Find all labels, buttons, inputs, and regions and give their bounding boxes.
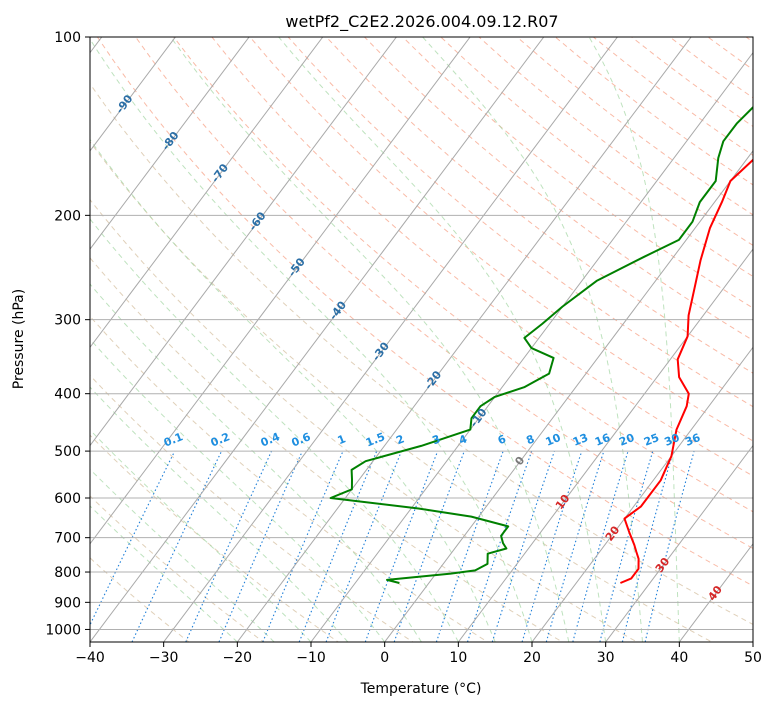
isotherm bbox=[90, 37, 545, 642]
profile-lines bbox=[329, 105, 753, 584]
isotherm bbox=[236, 37, 692, 642]
mixing-ratio-label: 25 bbox=[642, 431, 661, 449]
y-tick-label: 500 bbox=[54, 444, 81, 460]
isotherm bbox=[678, 542, 753, 642]
moist-adiabat bbox=[90, 429, 312, 642]
mixing-ratio-line bbox=[621, 450, 674, 642]
x-tick-label: 0 bbox=[380, 650, 389, 666]
mixing-ratio-line bbox=[521, 450, 583, 642]
mixing-ratio-line bbox=[466, 450, 533, 642]
mixing-ratio-line bbox=[298, 450, 378, 642]
y-tick-label: 600 bbox=[54, 491, 81, 507]
x-tick-label: 10 bbox=[449, 650, 467, 666]
dry-adiabat bbox=[287, 37, 753, 408]
x-tick-label: 50 bbox=[744, 650, 762, 666]
x-tick-label: −40 bbox=[75, 650, 105, 666]
mixing-ratio-line bbox=[262, 450, 344, 642]
isotherm bbox=[90, 37, 471, 545]
x-axis: −40 −30 −20 −10 0 10 20 30 40 50 bbox=[75, 642, 762, 666]
moist-adiabat bbox=[588, 37, 680, 642]
mixing-ratio-line bbox=[572, 450, 629, 642]
temperature-profile bbox=[620, 158, 753, 584]
moist-adiabat bbox=[90, 218, 459, 642]
mixing-ratio-label: 2 bbox=[394, 432, 406, 447]
isotherm bbox=[310, 51, 753, 642]
mixing-ratio-line bbox=[599, 450, 654, 642]
y-tick-label: 1000 bbox=[45, 622, 81, 638]
y-tick-label: 800 bbox=[54, 565, 81, 581]
moist-adiabat bbox=[90, 468, 275, 642]
mixing-ratio-label: 16 bbox=[593, 431, 612, 449]
isotherm bbox=[531, 346, 753, 642]
y-axis-label: Pressure (hPa) bbox=[11, 289, 27, 389]
x-tick-label: −10 bbox=[296, 650, 326, 666]
mixing-ratio-label: 1 bbox=[336, 432, 348, 447]
mixing-ratio-label: 36 bbox=[683, 431, 702, 449]
x-tick-label: 20 bbox=[523, 650, 541, 666]
mixing-ratio-label: 8 bbox=[524, 432, 536, 447]
isotherm bbox=[90, 37, 177, 152]
y-tick-label: 900 bbox=[54, 595, 81, 611]
moist-adiabat bbox=[422, 37, 643, 642]
y-tick-label: 700 bbox=[54, 531, 81, 547]
dry-adiabat bbox=[90, 140, 713, 642]
y-tick-label: 400 bbox=[54, 387, 81, 403]
isotherm bbox=[163, 37, 619, 642]
mixing-ratio-label: 30 bbox=[662, 431, 681, 449]
mixing-ratio-line bbox=[364, 450, 439, 642]
moist-adiabat bbox=[278, 37, 607, 642]
dewpoint-profile bbox=[329, 105, 753, 584]
x-tick-label: −20 bbox=[223, 650, 253, 666]
mixing-ratio-line bbox=[325, 450, 403, 642]
dry-adiabat bbox=[90, 557, 190, 642]
chart-title: wetPf2_C2E2.2026.004.09.12.R07 bbox=[285, 12, 558, 32]
dry-adiabat bbox=[90, 83, 753, 625]
mixing-ratio-label: 3 bbox=[430, 432, 442, 447]
isotherm bbox=[90, 37, 250, 250]
y-tick-label: 300 bbox=[54, 313, 81, 329]
x-axis-label: Temperature (°C) bbox=[360, 681, 482, 697]
isotherm bbox=[90, 37, 398, 447]
x-tick-label: 40 bbox=[670, 650, 688, 666]
plot-frame bbox=[89, 36, 754, 643]
grid-lines bbox=[90, 37, 753, 642]
x-tick-label: −30 bbox=[149, 650, 179, 666]
moist-adiabat bbox=[90, 386, 349, 642]
moist-adiabat bbox=[90, 138, 496, 642]
isotherm bbox=[90, 37, 324, 349]
x-tick-label: 30 bbox=[597, 650, 615, 666]
y-tick-label: 100 bbox=[54, 30, 81, 46]
mixing-ratio-line bbox=[90, 450, 176, 627]
mixing-ratio-line bbox=[185, 450, 273, 642]
isotherm bbox=[384, 150, 753, 642]
mixing-ratio-label: 13 bbox=[571, 431, 590, 449]
mixing-ratio-line bbox=[545, 450, 605, 642]
y-tick-label: 200 bbox=[54, 208, 81, 224]
mixing-ratio-line bbox=[491, 450, 555, 642]
mixing-ratio-label: 10 bbox=[544, 431, 563, 449]
mixing-ratio-line bbox=[218, 450, 303, 642]
mixing-ratio-line bbox=[435, 450, 504, 642]
dry-adiabat bbox=[90, 198, 639, 642]
mixing-ratio-label: 20 bbox=[617, 431, 636, 449]
dry-adiabat bbox=[364, 37, 753, 341]
moist-adiabat bbox=[90, 338, 386, 642]
isotherm bbox=[605, 444, 753, 642]
y-axis: 100 200 300 400 500 600 700 800 900 1000 bbox=[45, 30, 90, 638]
dry-adiabat bbox=[211, 37, 753, 477]
